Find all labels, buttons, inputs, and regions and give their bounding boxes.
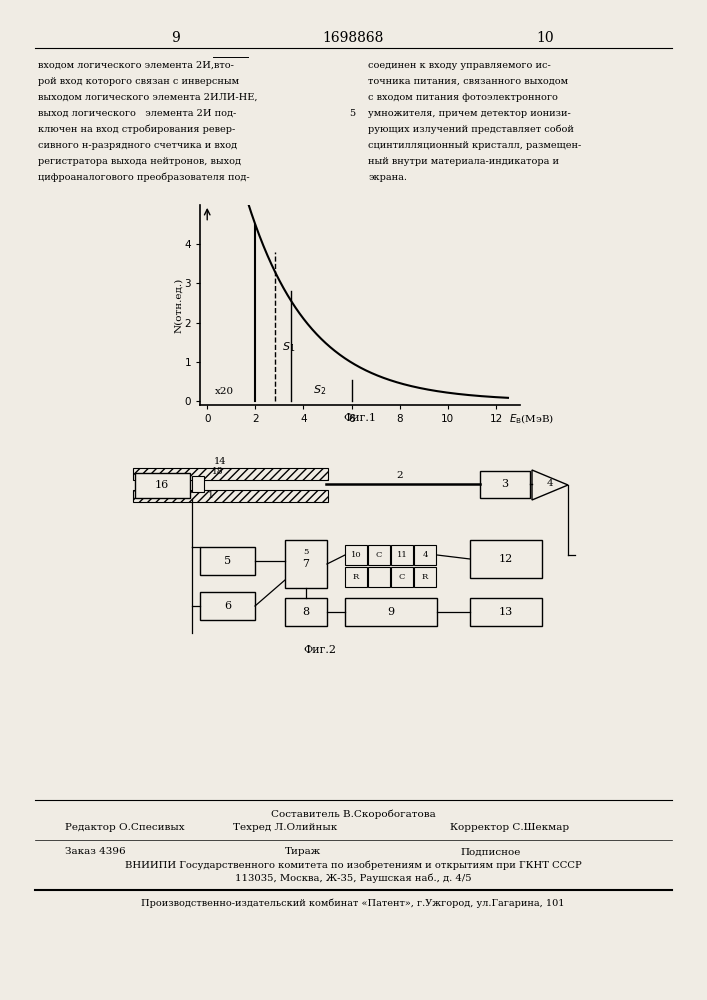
Text: 8: 8 (303, 607, 310, 617)
Text: 3: 3 (501, 479, 508, 489)
Text: $S_1$: $S_1$ (282, 340, 295, 354)
Text: 9: 9 (387, 607, 395, 617)
Text: 4: 4 (547, 480, 554, 488)
Text: ключен на вход стробирования ревер-: ключен на вход стробирования ревер- (38, 124, 235, 134)
Text: $S_2$: $S_2$ (313, 383, 327, 397)
Bar (368, 545, 390, 565)
Text: 10: 10 (351, 551, 361, 559)
Bar (133, 468, 328, 480)
Text: 4: 4 (422, 551, 428, 559)
Text: Редактор О.Спесивых: Редактор О.Спесивых (65, 824, 185, 832)
Text: x20: x20 (214, 387, 233, 396)
Text: Техред Л.Олийнык: Техред Л.Олийнык (233, 824, 337, 832)
Bar (192, 476, 204, 492)
Text: с входом питания фотоэлектронного: с входом питания фотоэлектронного (368, 93, 558, 102)
Bar (480, 471, 530, 498)
Text: входом логического элемента 2И,вто-: входом логического элемента 2И,вто- (38, 60, 234, 70)
Text: рой вход которого связан с инверсным: рой вход которого связан с инверсным (38, 77, 239, 86)
Bar (470, 540, 542, 578)
Text: 5: 5 (349, 108, 355, 117)
Text: 13: 13 (499, 607, 513, 617)
Text: 11: 11 (397, 551, 407, 559)
Bar (133, 490, 328, 502)
Bar (200, 547, 255, 575)
Text: Фиг.2: Фиг.2 (303, 645, 337, 655)
Text: C: C (376, 551, 382, 559)
Bar (345, 598, 437, 626)
Bar (414, 567, 436, 587)
Bar (345, 567, 367, 587)
Text: C: C (399, 573, 405, 581)
Text: 2: 2 (397, 471, 403, 480)
Text: выход логического   элемента 2И под-: выход логического элемента 2И под- (38, 108, 236, 117)
Text: 1: 1 (208, 490, 214, 499)
Bar (470, 598, 542, 626)
Text: 14: 14 (214, 458, 226, 466)
Text: Подписное: Подписное (460, 848, 520, 856)
Text: Корректор С.Шекмар: Корректор С.Шекмар (450, 824, 569, 832)
Bar (135, 473, 190, 498)
Bar (285, 598, 327, 626)
Text: цифроаналогового преобразователя под-: цифроаналогового преобразователя под- (38, 172, 250, 182)
Text: умножителя, причем детектор ионизи-: умножителя, причем детектор ионизи- (368, 108, 571, 117)
Text: сивного н-разрядного счетчика и вход: сивного н-разрядного счетчика и вход (38, 140, 237, 149)
Text: 7: 7 (303, 559, 310, 569)
Text: 1698868: 1698868 (322, 31, 384, 45)
Y-axis label: N(отн.ед.): N(отн.ед.) (174, 277, 183, 333)
Bar (414, 545, 436, 565)
Text: ВНИИПИ Государственного комитета по изобретениям и открытиям при ГКНТ СССР: ВНИИПИ Государственного комитета по изоб… (124, 860, 581, 870)
Text: Заказ 4396: Заказ 4396 (65, 848, 126, 856)
Text: Составитель В.Скоробогатова: Составитель В.Скоробогатова (271, 809, 436, 819)
Text: 5: 5 (224, 556, 232, 566)
Polygon shape (532, 470, 568, 500)
Text: соединен к входу управляемого ис-: соединен к входу управляемого ис- (368, 60, 551, 70)
Bar (200, 592, 255, 620)
Text: R: R (422, 573, 428, 581)
Text: 9: 9 (170, 31, 180, 45)
Text: 16: 16 (155, 480, 169, 490)
Text: Тираж: Тираж (285, 848, 321, 856)
Text: выходом логического элемента 2ИЛИ-НЕ,: выходом логического элемента 2ИЛИ-НЕ, (38, 93, 257, 102)
Text: 12: 12 (499, 554, 513, 564)
Text: Производственно-издательский комбинат «Патент», г.Ужгород, ул.Гагарина, 101: Производственно-издательский комбинат «П… (141, 898, 565, 908)
Text: рующих излучений представляет собой: рующих излучений представляет собой (368, 124, 574, 134)
Bar (285, 540, 327, 588)
Text: 18: 18 (212, 468, 223, 477)
Text: экрана.: экрана. (368, 172, 407, 182)
Text: $E_{\rm B}$(МэВ): $E_{\rm B}$(МэВ) (509, 412, 555, 426)
Bar (345, 545, 367, 565)
Text: точника питания, связанного выходом: точника питания, связанного выходом (368, 77, 568, 86)
Text: R: R (353, 573, 359, 581)
Bar (391, 567, 413, 587)
Text: Фиг.1: Фиг.1 (344, 413, 377, 423)
Text: ный внутри материала-индикатора и: ный внутри материала-индикатора и (368, 156, 559, 165)
Text: регистратора выхода нейтронов, выход: регистратора выхода нейтронов, выход (38, 156, 241, 165)
Text: 10: 10 (536, 31, 554, 45)
Text: 113035, Москва, Ж-35, Раушская наб., д. 4/5: 113035, Москва, Ж-35, Раушская наб., д. … (235, 873, 472, 883)
Bar (368, 567, 390, 587)
Text: 6: 6 (224, 601, 232, 611)
Text: 5: 5 (303, 548, 309, 556)
Bar (391, 545, 413, 565)
Text: сцинтилляционный кристалл, размещен-: сцинтилляционный кристалл, размещен- (368, 140, 581, 149)
